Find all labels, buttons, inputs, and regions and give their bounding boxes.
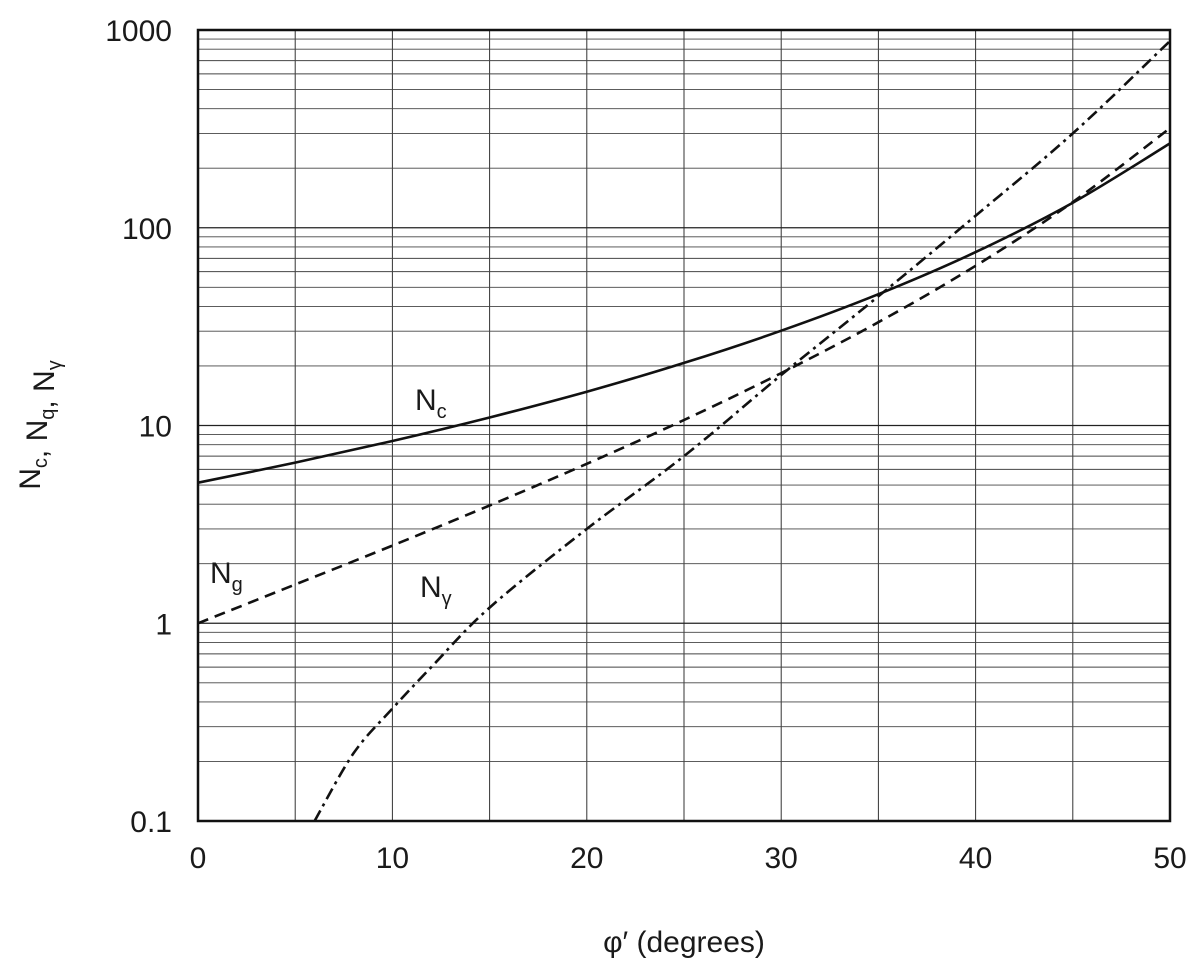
y-axis-title-symbol: N	[28, 370, 61, 392]
series-label-Nγ: Nγ	[420, 571, 452, 610]
y-axis-title-subscript: q	[37, 409, 59, 420]
y-axis-title-symbol: N	[21, 420, 54, 442]
grid	[197, 30, 1171, 822]
tick-labels: 0 10 20 30 40 50 0.1 1 10 100 1000	[105, 15, 1186, 875]
y-axis-title-subscript: c	[30, 458, 52, 468]
y-axis-title-separator: ,	[28, 392, 61, 409]
y-axis-title: Nc, Nq, Nγ	[14, 360, 66, 489]
series-label-subscript: c	[437, 401, 447, 423]
x-tick-label: 40	[959, 842, 992, 875]
series-line-Nq	[197, 127, 1171, 625]
x-tick-label: 10	[376, 842, 409, 875]
series-label-subscript: g	[232, 574, 243, 596]
y-tick-label: 0.1	[130, 806, 172, 839]
x-tick-label: 0	[190, 842, 207, 875]
series-label-symbol: N	[415, 384, 437, 417]
y-tick-label: 100	[122, 213, 172, 246]
series-line-Nγ	[313, 40, 1171, 822]
y-tick-label: 1	[155, 608, 172, 641]
series-label-Nq: Ng	[210, 557, 243, 596]
series-label-Nc: Nc	[415, 384, 447, 423]
y-axis-title-symbol: N	[14, 468, 47, 490]
series-label-symbol: N	[420, 571, 442, 604]
y-tick-label: 1000	[105, 15, 172, 48]
y-axis-title-separator: ,	[21, 441, 54, 458]
series-label-subscript: γ	[442, 588, 452, 610]
series-line-Nc	[197, 142, 1171, 484]
x-axis-title: φ′ (degrees)	[603, 926, 765, 959]
y-tick-label: 10	[139, 411, 172, 444]
y-axis-title-subscript: γ	[44, 360, 66, 370]
x-tick-label: 20	[570, 842, 603, 875]
x-tick-label: 50	[1153, 842, 1186, 875]
x-tick-label: 30	[765, 842, 798, 875]
plot-frame	[196, 28, 1172, 823]
series-curves	[197, 40, 1171, 822]
series-label-symbol: N	[210, 557, 232, 590]
